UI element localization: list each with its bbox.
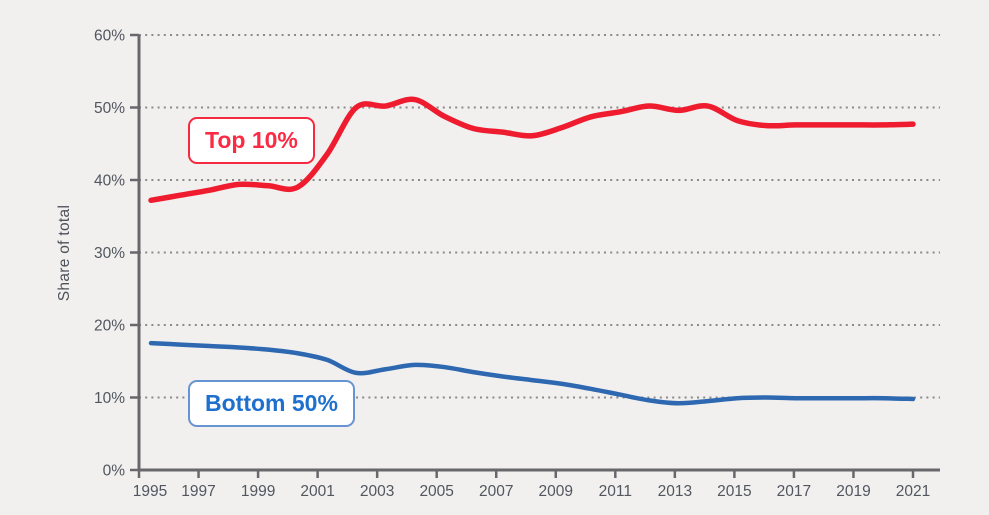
x-tick-label: 2013 — [658, 483, 692, 500]
x-tick-label: 2003 — [360, 483, 394, 500]
bottom-50-line — [148, 340, 916, 406]
top-10-series-label: Top 10% — [188, 117, 315, 164]
x-tick-label: 2021 — [896, 483, 930, 500]
bottom-50-series-label: Bottom 50% — [188, 380, 355, 427]
x-tick-label: 1999 — [241, 483, 275, 500]
x-tick-label: 2017 — [777, 483, 811, 500]
y-tick-label: 20% — [94, 318, 125, 335]
y-tick-label: 10% — [94, 390, 125, 407]
y-tick-label: 60% — [94, 28, 125, 45]
y-axis-title: Share of total — [56, 205, 73, 301]
axis-ticks — [130, 33, 915, 478]
x-tick-label: 2015 — [717, 483, 751, 500]
y-tick-label: 50% — [94, 100, 125, 117]
y-tick-label: 40% — [94, 173, 125, 190]
x-tick-label: 1995 — [133, 483, 167, 500]
x-tick-label: 2011 — [599, 483, 632, 500]
top-10-line — [148, 96, 916, 204]
y-tick-label: 0% — [103, 463, 126, 480]
x-tick-label: 1997 — [181, 483, 215, 500]
y-tick-label: 30% — [94, 245, 125, 262]
x-tick-label: 2001 — [300, 483, 334, 500]
x-tick-label: 2009 — [539, 483, 573, 500]
x-tick-label: 2007 — [479, 483, 513, 500]
x-tick-label: 2005 — [419, 483, 453, 500]
gridlines — [139, 34, 940, 399]
x-tick-label: 2019 — [836, 483, 870, 500]
